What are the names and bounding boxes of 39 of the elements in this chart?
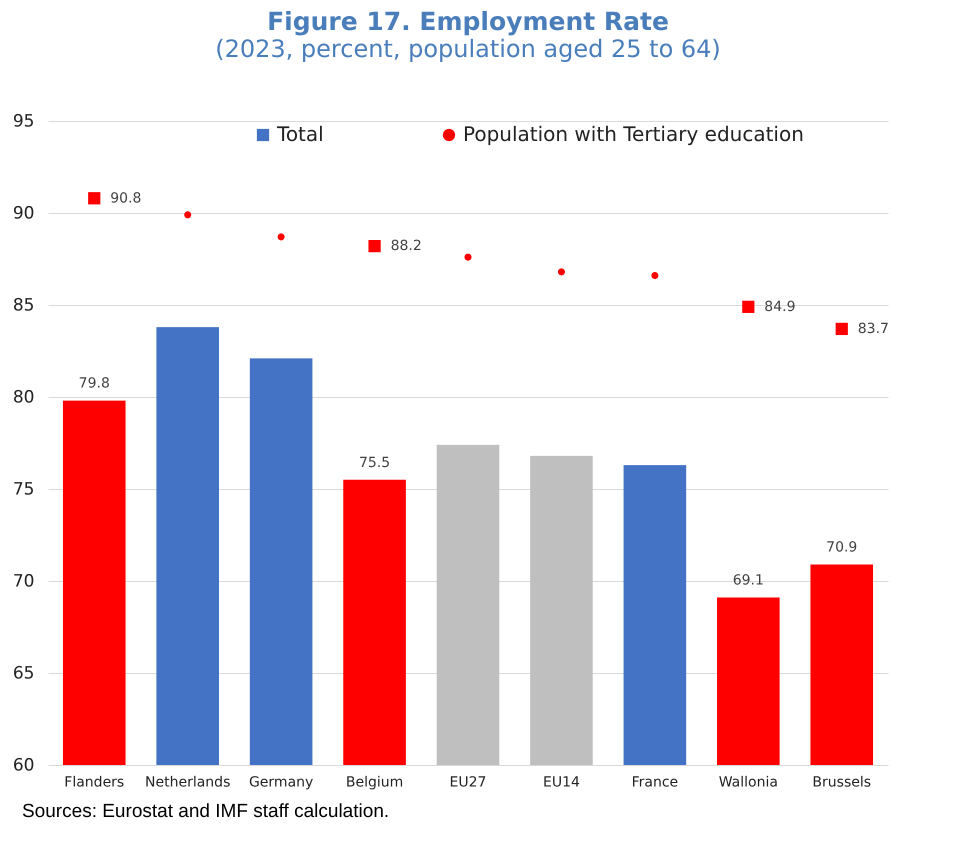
legend-label: Population with Tertiary education [463,122,804,146]
source-note: Sources: Eurostat and IMF staff calculation. [21,800,390,823]
data-label: 88.2 [390,238,422,254]
x-tick-label: EU14 [542,774,580,790]
y-tick-label: 65 [12,664,34,684]
x-tick-label: Brussels [812,774,872,790]
data-label: 79.8 [78,376,110,392]
data-label: 84.9 [764,298,796,315]
x-tick-label: Wallonia [718,774,778,790]
y-tick-label: 80 [12,388,34,408]
point [742,300,754,313]
point [651,272,658,280]
x-tick-label: Flanders [64,774,124,790]
point [278,233,285,240]
x-tick-label: France [632,774,678,790]
chart-subtitle: (2023, percent, population aged 25 to 64) [215,35,721,63]
x-tick-label: Belgium [346,774,404,790]
x-tick-label: Germany [248,774,314,790]
data-label: 75.5 [358,454,390,471]
data-label: 69.1 [732,572,764,589]
y-tick-label: 95 [12,112,34,132]
y-tick-label: 90 [12,204,34,224]
chart-title: Figure 17. Employment Rate [267,7,669,36]
y-tick-label: 70 [12,572,34,592]
data-label: 70.9 [826,539,858,556]
point [184,211,192,218]
point [368,240,381,252]
y-tick-label: 75 [12,480,34,500]
data-label: 83.7 [858,320,889,337]
x-tick-label: Netherlands [145,774,230,790]
point [88,192,100,204]
x-tick-label: EU27 [450,774,486,790]
point [464,254,472,261]
data-label: 90.8 [110,190,142,206]
y-tick-label: 85 [12,296,34,316]
point [836,322,848,336]
y-tick-label: 60 [12,756,34,776]
legend-label: Total [276,122,324,146]
point [558,268,565,276]
